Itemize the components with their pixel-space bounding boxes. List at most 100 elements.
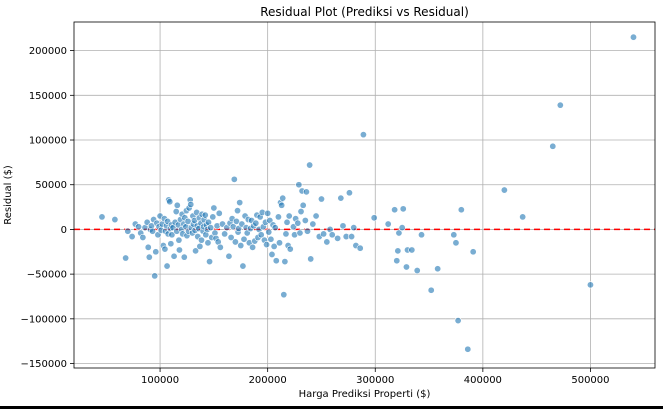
data-point [279, 194, 287, 202]
data-point [359, 131, 367, 139]
grid-lines [74, 22, 655, 368]
x-axis-ticks: 100000 200000 300000 400000 500000 [141, 368, 610, 386]
data-point [225, 252, 233, 260]
data-point [519, 213, 527, 221]
data-point [268, 250, 276, 258]
data-point [296, 229, 304, 237]
data-point [500, 186, 508, 194]
data-point [286, 245, 294, 253]
data-point [283, 218, 291, 226]
data-point [221, 230, 229, 238]
data-point [370, 214, 378, 222]
data-point [144, 243, 152, 251]
data-point [175, 246, 183, 254]
data-point [402, 263, 410, 271]
data-point [339, 222, 347, 230]
data-point [98, 213, 106, 221]
data-point [227, 233, 235, 241]
data-point [196, 242, 204, 250]
data-point [207, 224, 215, 232]
y-tick-label: 50000 [35, 180, 67, 191]
data-point [215, 209, 223, 217]
data-point [418, 231, 426, 239]
data-point [303, 227, 311, 235]
data-point [285, 212, 293, 220]
data-point [236, 199, 244, 207]
chart-title: Residual Plot (Prediksi vs Residual) [260, 5, 469, 19]
data-point [450, 231, 458, 239]
data-point [252, 219, 260, 227]
data-point [163, 262, 171, 270]
x-tick-label: 100000 [141, 375, 179, 386]
data-point [204, 239, 212, 247]
data-point [168, 231, 176, 239]
data-point [161, 245, 169, 253]
data-point [301, 216, 309, 224]
data-point [172, 208, 180, 216]
data-point [307, 255, 315, 263]
data-point [128, 233, 136, 241]
y-tick-label: 0 [61, 225, 67, 236]
data-point [337, 194, 345, 202]
y-tick-label: 150000 [29, 91, 67, 102]
data-point [302, 188, 310, 196]
data-point [398, 224, 406, 232]
data-point [173, 201, 181, 209]
data-point [240, 235, 248, 243]
data-point [408, 246, 416, 254]
data-point [272, 257, 280, 265]
plot-frame [73, 21, 656, 369]
data-point [413, 267, 421, 275]
data-point [464, 345, 472, 353]
x-tick-label: 200000 [249, 375, 287, 386]
x-tick-label: 500000 [571, 375, 609, 386]
data-point [312, 212, 320, 220]
data-point [427, 286, 435, 294]
data-point [257, 231, 265, 239]
data-point [167, 240, 175, 248]
data-point [187, 200, 195, 208]
data-point [231, 238, 239, 246]
data-point [320, 230, 328, 238]
data-point [297, 208, 305, 216]
data-point [271, 224, 279, 232]
data-point [294, 219, 302, 227]
data-point [149, 227, 157, 235]
data-point [395, 229, 403, 237]
data-point [356, 244, 364, 252]
data-point [276, 239, 284, 247]
data-point [323, 238, 331, 246]
data-point [209, 213, 217, 221]
x-tick-label: 400000 [464, 375, 502, 386]
data-point [394, 247, 402, 255]
data-point [306, 161, 314, 169]
data-point [201, 211, 209, 219]
data-point [629, 33, 637, 41]
data-point [549, 142, 557, 150]
data-point [239, 262, 247, 270]
data-point [348, 233, 356, 241]
data-point [111, 216, 119, 224]
data-point [454, 317, 462, 325]
data-point [175, 236, 183, 244]
data-point [391, 206, 399, 214]
data-point [180, 253, 188, 261]
data-point [274, 213, 282, 221]
data-point [317, 195, 325, 203]
data-point [309, 220, 317, 228]
window-bottom-edge [0, 406, 663, 409]
data-point [197, 236, 205, 244]
data-point [263, 241, 271, 249]
data-point [556, 101, 564, 109]
data-point [399, 205, 407, 213]
data-point [206, 258, 214, 266]
data-point [267, 235, 275, 243]
data-point [216, 243, 224, 251]
data-point [145, 253, 153, 261]
data-point [270, 242, 278, 250]
data-point [135, 223, 143, 231]
data-point [469, 248, 477, 256]
data-point [281, 258, 289, 266]
y-axis-ticks: −150000 −100000 −50000 0 50000 100000 150000 20… [20, 46, 74, 370]
